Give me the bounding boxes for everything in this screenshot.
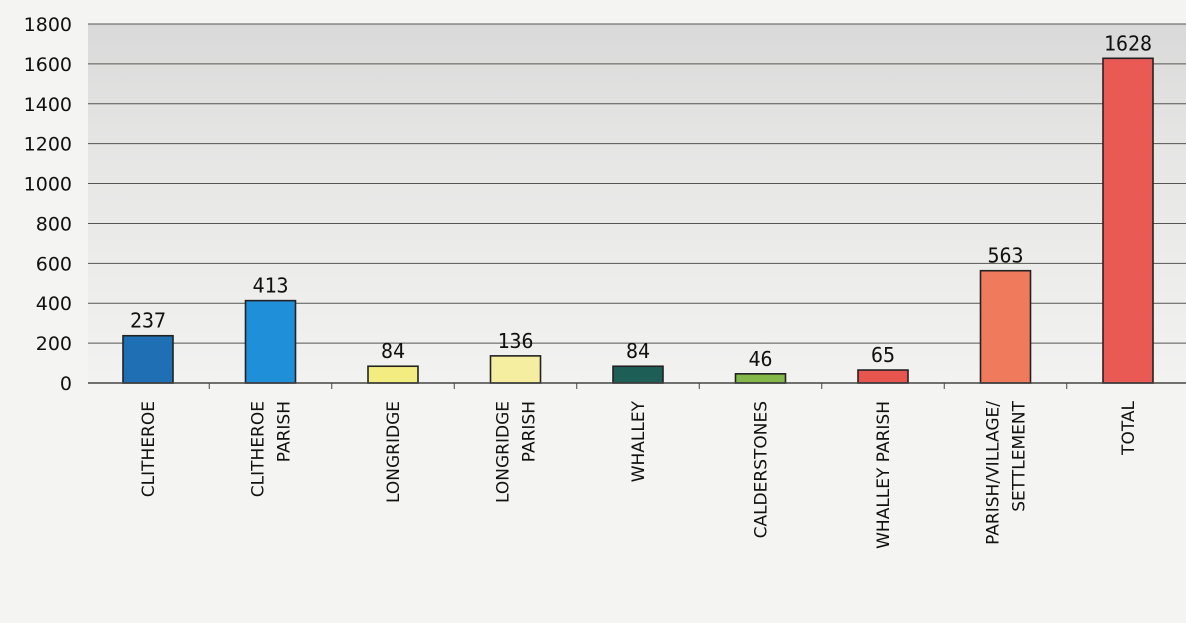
bar [734, 373, 787, 384]
y-tick-label: 800 [36, 213, 72, 235]
x-category-line: CLITHEROE [249, 401, 269, 497]
y-tick-label: 0 [60, 373, 72, 395]
data-label: 237 [130, 309, 166, 333]
x-category-label: PARISH/VILLAGE/SETTLEMENT [984, 400, 1030, 544]
x-category-label: LONGRIDGE PARISH [494, 401, 540, 503]
y-tick-label: 1600 [24, 54, 72, 76]
bar [1102, 57, 1154, 384]
data-label: 46 [748, 347, 772, 371]
x-category-label: CLITHEROE PARISH [249, 401, 295, 497]
y-tick-label: 1000 [24, 174, 72, 196]
x-axis-categories: CLITHEROE CLITHEROE PARISH LONGRIDGE LONGRID… [139, 383, 1139, 549]
x-category-label: CLITHEROE [139, 401, 159, 497]
bar [244, 299, 297, 384]
x-category-line: CLITHEROE [139, 401, 159, 497]
data-label: 1628 [1104, 31, 1152, 55]
x-category-line: PARISH [275, 401, 295, 462]
data-label: 563 [987, 244, 1023, 268]
x-category-label: WHALLEY [629, 400, 649, 482]
y-tick-label: 1400 [24, 94, 72, 116]
x-category-line: LONGRIDGE [494, 401, 514, 503]
x-category-label: LONGRIDGE [384, 401, 404, 503]
data-label: 136 [497, 329, 533, 353]
bar [612, 365, 664, 384]
y-axis-ticks: 0 200 400 600 800 1000 1200 1400 1600 1800 [24, 14, 72, 395]
bar [979, 269, 1032, 384]
x-category-line: PARISH [520, 401, 540, 462]
y-tick-label: 1800 [24, 14, 72, 36]
bars [122, 57, 1154, 384]
x-category-line: WHALLEY PARISH [874, 401, 894, 549]
data-label: 65 [871, 343, 895, 367]
data-labels: 237 413 84 136 84 46 65 563 1628 [130, 31, 1152, 371]
data-label: 84 [626, 339, 650, 363]
bar [122, 334, 174, 384]
x-category-line: PARISH/VILLAGE/ [984, 401, 1004, 545]
bar [857, 369, 909, 384]
x-category-label: WHALLEY PARISH [874, 401, 894, 549]
bar [367, 365, 419, 384]
data-label: 84 [381, 339, 405, 363]
y-tick-label: 200 [36, 333, 72, 355]
x-category-line: SETTLEMENT [1010, 400, 1030, 511]
x-category-line: LONGRIDGE [384, 401, 404, 503]
x-category-line: CALDERSTONES [752, 401, 772, 538]
x-category-label: TOTAL [1119, 400, 1139, 455]
y-tick-label: 400 [36, 293, 72, 315]
y-tick-label: 600 [36, 253, 72, 275]
y-tick-label: 1200 [24, 134, 72, 156]
x-category-label: CALDERSTONES [752, 401, 772, 538]
bar [489, 355, 542, 384]
x-category-line: WHALLEY [629, 400, 649, 482]
x-category-line: TOTAL [1119, 400, 1139, 455]
data-label: 413 [252, 274, 288, 298]
